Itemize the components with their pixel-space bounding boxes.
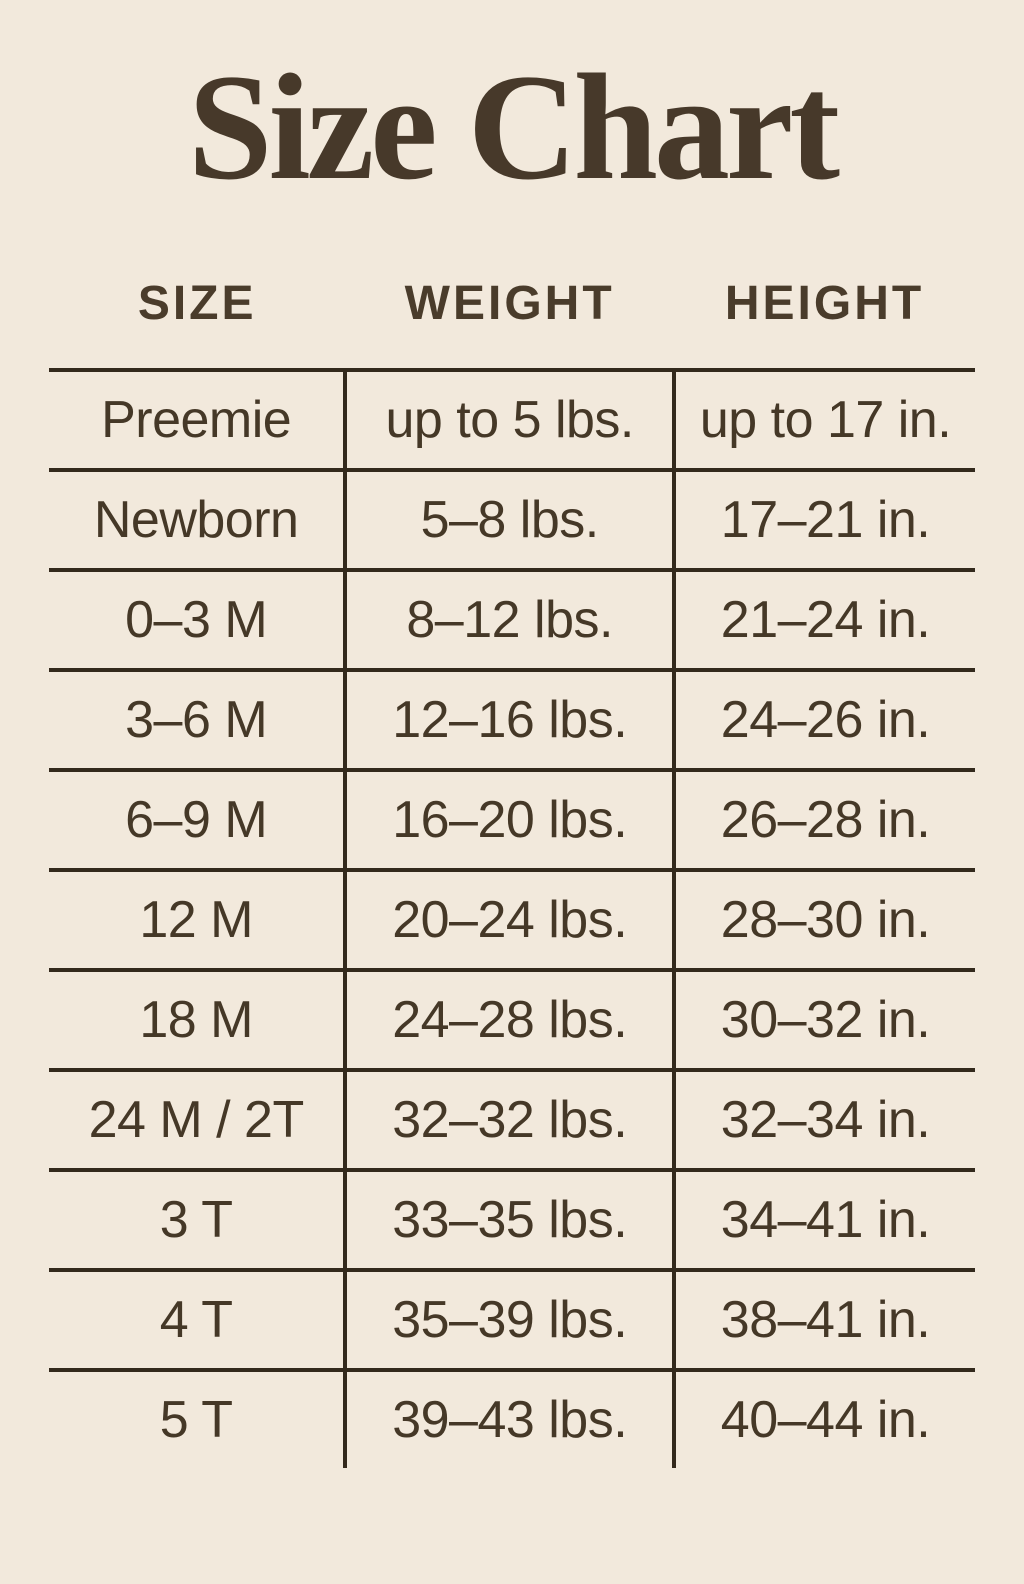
page-title: Size Chart bbox=[187, 43, 840, 211]
height-cell: 26–28 in. bbox=[674, 768, 975, 871]
size-cell: Preemie bbox=[49, 368, 346, 471]
table-row: 12 M 20–24 lbs. 28–30 in. bbox=[49, 868, 975, 971]
size-cell: 12 M bbox=[49, 868, 346, 971]
size-cell: 3–6 M bbox=[49, 668, 346, 771]
size-cell: 18 M bbox=[49, 968, 346, 1071]
height-cell: up to 17 in. bbox=[674, 368, 975, 471]
size-cell: 0–3 M bbox=[49, 568, 346, 671]
weight-cell: 39–43 lbs. bbox=[343, 1368, 677, 1469]
weight-cell: 8–12 lbs. bbox=[343, 568, 677, 671]
table-header: SIZE WEIGHT HEIGHT bbox=[49, 268, 975, 373]
weight-cell: 24–28 lbs. bbox=[343, 968, 677, 1071]
header-row: SIZE WEIGHT HEIGHT bbox=[49, 268, 975, 373]
table-row: 3 T 33–35 lbs. 34–41 in. bbox=[49, 1168, 975, 1271]
size-cell: Newborn bbox=[49, 468, 346, 571]
height-cell: 32–34 in. bbox=[674, 1068, 975, 1171]
height-cell: 30–32 in. bbox=[674, 968, 975, 1071]
weight-cell: 16–20 lbs. bbox=[343, 768, 677, 871]
column-header-weight: WEIGHT bbox=[345, 268, 675, 373]
height-cell: 28–30 in. bbox=[674, 868, 975, 971]
height-cell: 38–41 in. bbox=[674, 1268, 975, 1371]
size-cell: 3 T bbox=[49, 1168, 346, 1271]
weight-cell: 35–39 lbs. bbox=[343, 1268, 677, 1371]
size-cell: 24 M / 2T bbox=[49, 1068, 346, 1171]
table-row: 3–6 M 12–16 lbs. 24–26 in. bbox=[49, 668, 975, 771]
table-row: Preemie up to 5 lbs. up to 17 in. bbox=[49, 368, 975, 471]
size-cell: 6–9 M bbox=[49, 768, 346, 871]
weight-cell: 32–32 lbs. bbox=[343, 1068, 677, 1171]
table-row: 18 M 24–28 lbs. 30–32 in. bbox=[49, 968, 975, 1071]
table-row: 4 T 35–39 lbs. 38–41 in. bbox=[49, 1268, 975, 1371]
size-cell: 5 T bbox=[49, 1368, 346, 1469]
weight-cell: up to 5 lbs. bbox=[343, 368, 677, 471]
table-row: 5 T 39–43 lbs. 40–44 in. bbox=[49, 1368, 975, 1469]
height-cell: 40–44 in. bbox=[674, 1368, 975, 1469]
size-chart-page: Size Chart SIZE WEIGHT HEIGHT Preemie up… bbox=[0, 43, 1024, 1469]
height-cell: 34–41 in. bbox=[674, 1168, 975, 1271]
height-cell: 21–24 in. bbox=[674, 568, 975, 671]
table-row: 6–9 M 16–20 lbs. 26–28 in. bbox=[49, 768, 975, 871]
size-chart-table: SIZE WEIGHT HEIGHT Preemie up to 5 lbs. … bbox=[49, 268, 975, 1469]
table-row: Newborn 5–8 lbs. 17–21 in. bbox=[49, 468, 975, 571]
table-row: 24 M / 2T 32–32 lbs. 32–34 in. bbox=[49, 1068, 975, 1171]
weight-cell: 33–35 lbs. bbox=[343, 1168, 677, 1271]
weight-cell: 5–8 lbs. bbox=[343, 468, 677, 571]
column-header-height: HEIGHT bbox=[674, 268, 975, 373]
table-body: Preemie up to 5 lbs. up to 17 in. Newbor… bbox=[49, 368, 975, 1469]
height-cell: 24–26 in. bbox=[674, 668, 975, 771]
column-header-size: SIZE bbox=[49, 268, 346, 373]
size-cell: 4 T bbox=[49, 1268, 346, 1371]
table-row: 0–3 M 8–12 lbs. 21–24 in. bbox=[49, 568, 975, 671]
weight-cell: 12–16 lbs. bbox=[343, 668, 677, 771]
height-cell: 17–21 in. bbox=[674, 468, 975, 571]
weight-cell: 20–24 lbs. bbox=[343, 868, 677, 971]
